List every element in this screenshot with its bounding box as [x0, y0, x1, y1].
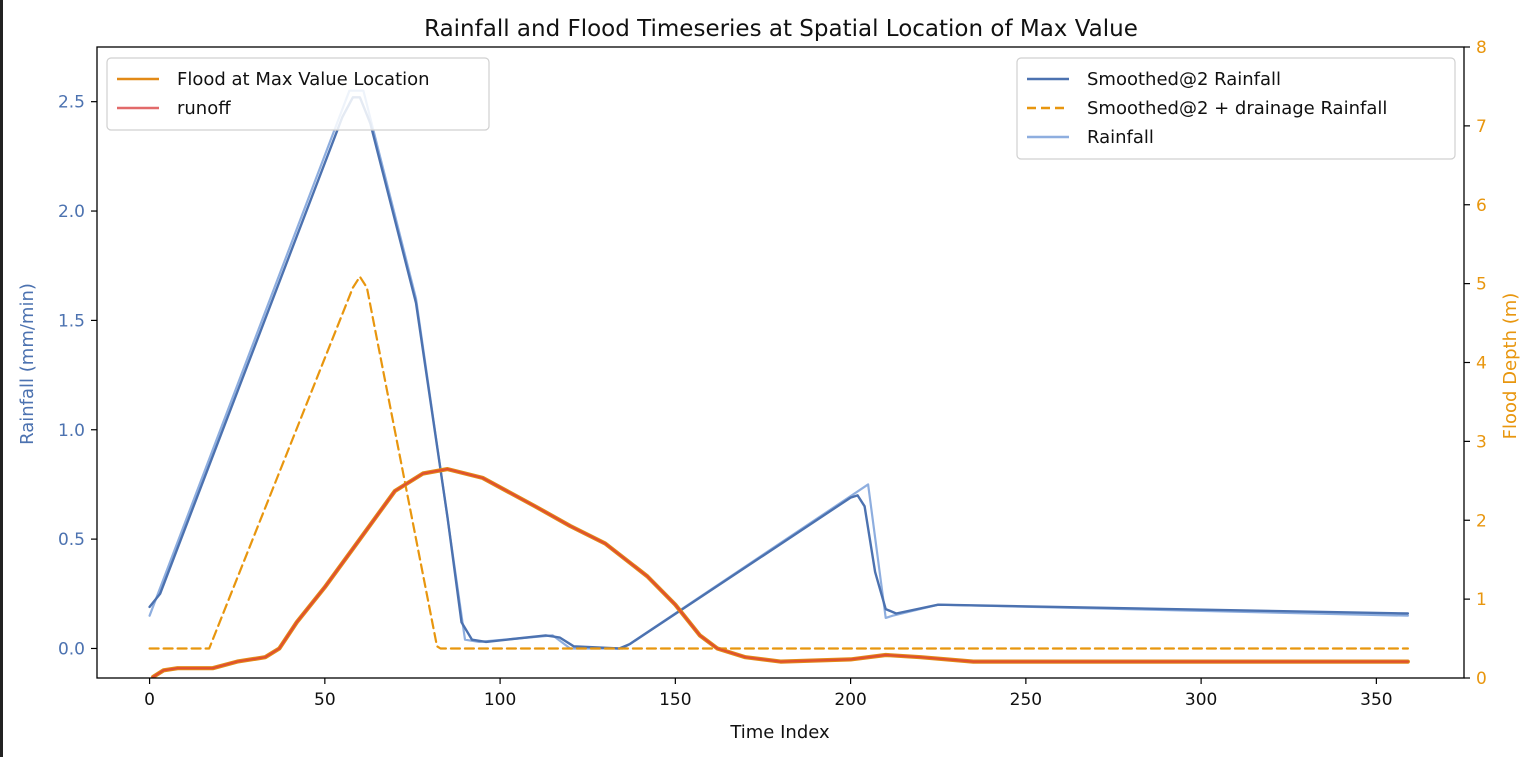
legend-label: Flood at Max Value Location	[177, 69, 430, 90]
legend-flood: Flood at Max Value Location runoff	[106, 57, 490, 131]
legend-label: Rainfall	[1087, 127, 1154, 148]
legend-rainfall: Smoothed@2 Rainfall Smoothed@2 + drainage…	[1016, 57, 1456, 160]
y2-tick-label: 5	[1476, 275, 1487, 295]
series-line-flood-at-max-value-location	[151, 467, 1410, 678]
axes: 0 50 100 150 200 250 300 350 0.0 0.5 1.0 1.5 2.0 2.5 0…	[58, 38, 1487, 710]
y-axis-label: Rainfall (mm/min)	[17, 283, 38, 445]
chart-title: Rainfall and Flood Timeseries at Spatial…	[424, 16, 1138, 42]
x-axis-label: Time Index	[729, 722, 830, 743]
y-tick-label: 2.0	[58, 202, 85, 222]
legend-label: Smoothed@2 + drainage Rainfall	[1087, 98, 1387, 119]
legend-box	[106, 57, 490, 131]
x-tick-label: 150	[659, 690, 691, 710]
y2-tick-label: 7	[1476, 117, 1487, 137]
x-tick-label: 350	[1360, 690, 1392, 710]
x-tick-label: 200	[834, 690, 866, 710]
y-tick-label: 1.5	[58, 311, 85, 331]
series-group	[148, 89, 1410, 678]
y2-tick-label: 4	[1476, 354, 1487, 374]
legend-label: Smoothed@2 Rainfall	[1087, 69, 1281, 90]
y-tick-label: 0.5	[58, 530, 85, 550]
legend-label: runoff	[177, 98, 231, 119]
y2-tick-label: 1	[1476, 590, 1487, 610]
window-edge	[0, 0, 3, 757]
x-tick-label: 100	[484, 690, 516, 710]
y-tick-label: 2.5	[58, 93, 85, 113]
y-tick-label: 1.0	[58, 421, 85, 441]
x-tick-label: 300	[1185, 690, 1217, 710]
x-tick-label: 50	[314, 690, 336, 710]
plot-area	[148, 89, 1410, 678]
series-line-runoff	[152, 468, 1409, 678]
y2-tick-label: 6	[1476, 196, 1487, 216]
series-line-rainfall	[148, 89, 1409, 650]
x-tick-label: 250	[1010, 690, 1042, 710]
series-line-smoothed-2-drainage-rainfall	[148, 275, 1409, 650]
x-tick-label: 0	[144, 690, 155, 710]
y2-tick-label: 3	[1476, 432, 1487, 452]
legend-box	[1016, 57, 1456, 160]
y2-tick-label: 8	[1476, 38, 1487, 58]
y2-tick-label: 0	[1476, 669, 1487, 689]
y2-tick-label: 2	[1476, 511, 1487, 531]
y-tick-label: 0.0	[58, 639, 85, 659]
y2-axis-label: Flood Depth (m)	[1500, 293, 1521, 440]
